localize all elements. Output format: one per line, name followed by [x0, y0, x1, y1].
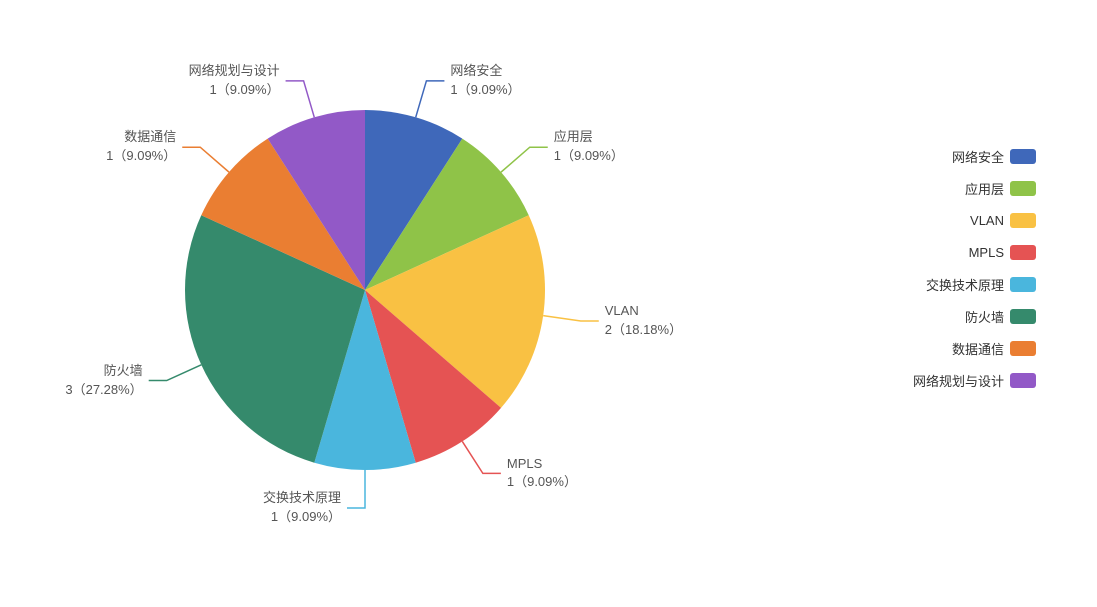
leader-line-4 [347, 470, 365, 508]
leader-line-5 [149, 365, 202, 381]
legend-item-7[interactable]: 网络规划与设计 [856, 364, 1036, 396]
legend-item-2[interactable]: VLAN [856, 204, 1036, 236]
pie-chart: 网络安全应用层 VLAN MPLS 交换技术原理防火墙数据通信网络规划与设计 网络安全… [0, 0, 1097, 607]
leader-line-0 [416, 81, 445, 117]
leader-line-2 [543, 316, 599, 321]
legend-item-3[interactable]: MPLS [856, 236, 1036, 268]
legend-label: 网络安全 [952, 147, 1004, 166]
legend-item-5[interactable]: 防火墙 [856, 300, 1036, 332]
legend-item-1[interactable]: 应用层 [856, 172, 1036, 204]
legend-item-6[interactable]: 数据通信 [856, 332, 1036, 364]
legend-swatch [1010, 149, 1036, 164]
legend-item-4[interactable]: 交换技术原理 [856, 268, 1036, 300]
legend-item-0[interactable]: 网络安全 [856, 140, 1036, 172]
legend-label: 防火墙 [965, 307, 1004, 326]
legend-label: 网络规划与设计 [913, 371, 1004, 390]
leader-line-7 [286, 81, 315, 117]
chart-legend: 网络安全应用层 VLAN MPLS 交换技术原理防火墙数据通信网络规划与设计 [856, 140, 1036, 396]
leader-line-1 [501, 147, 548, 172]
legend-swatch [1010, 213, 1036, 228]
legend-swatch [1010, 309, 1036, 324]
legend-label: 交换技术原理 [926, 275, 1004, 294]
legend-label: 应用层 [965, 179, 1004, 198]
legend-swatch [1010, 277, 1036, 292]
legend-label: VLAN [970, 213, 1004, 228]
legend-label: 数据通信 [952, 339, 1004, 358]
legend-swatch [1010, 181, 1036, 196]
leader-line-3 [462, 441, 501, 473]
leader-line-6 [182, 147, 229, 172]
legend-swatch [1010, 341, 1036, 356]
legend-label: MPLS [969, 245, 1004, 260]
legend-swatch [1010, 245, 1036, 260]
legend-swatch [1010, 373, 1036, 388]
